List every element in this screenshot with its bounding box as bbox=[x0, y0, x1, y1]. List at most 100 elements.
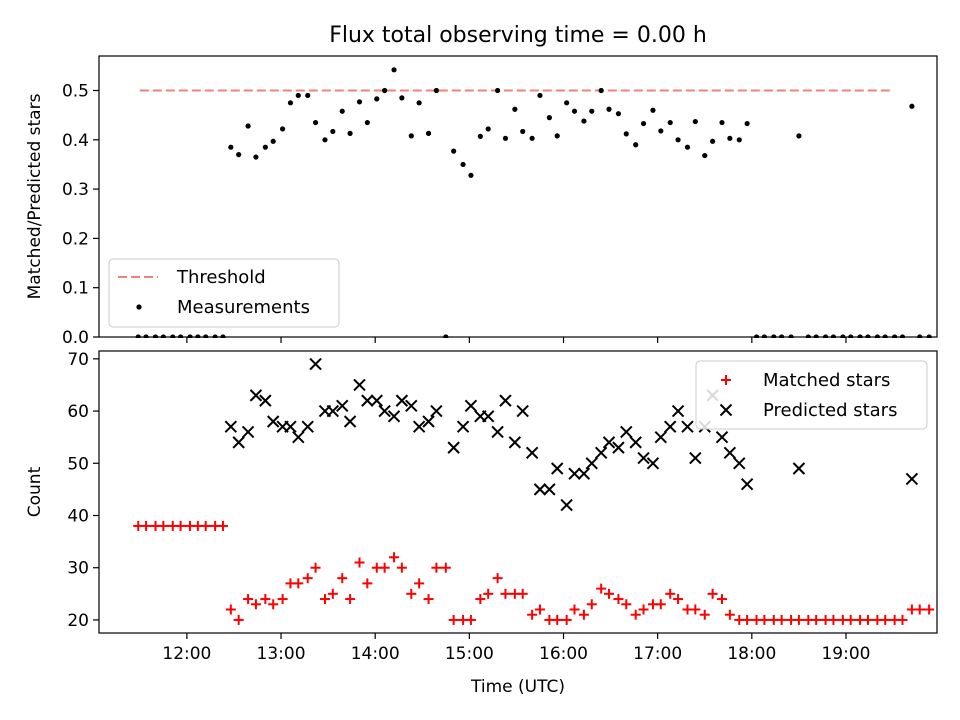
predicted-stars-point bbox=[585, 457, 598, 470]
matched-stars-point bbox=[492, 573, 503, 584]
top-y-axis-label: Matched/Predicted stars bbox=[25, 93, 45, 299]
predicted-stars-point bbox=[740, 477, 754, 491]
measurement-point bbox=[485, 126, 491, 132]
bottom-xtick-label: 16:00 bbox=[539, 644, 588, 664]
measurement-point bbox=[650, 107, 656, 113]
measurement-point bbox=[287, 100, 294, 106]
matched-stars-point bbox=[260, 594, 271, 605]
measurement-point bbox=[709, 138, 716, 144]
measurement-point bbox=[494, 87, 501, 94]
bottom-xtick-label: 19:00 bbox=[821, 644, 870, 664]
matched-stars-point bbox=[759, 614, 770, 625]
predicted-stars-point bbox=[387, 410, 401, 423]
matched-stars-point bbox=[630, 609, 641, 620]
measurement-point bbox=[658, 128, 664, 134]
predicted-stars-point bbox=[689, 451, 702, 465]
measurement-point bbox=[537, 92, 543, 99]
predicted-stars-point bbox=[353, 378, 366, 392]
matched-stars-point bbox=[319, 594, 330, 605]
matched-stars-point bbox=[586, 599, 597, 610]
matched-stars-point bbox=[638, 604, 649, 615]
matched-stars-point bbox=[500, 588, 511, 599]
predicted-stars-point bbox=[551, 462, 564, 475]
matched-stars-point bbox=[621, 599, 632, 610]
matched-stars-point bbox=[293, 578, 304, 589]
measurement-point bbox=[571, 108, 578, 114]
matched-stars-point bbox=[776, 614, 787, 625]
bottom-xtick-label: 17:00 bbox=[633, 644, 682, 664]
measurement-point bbox=[675, 137, 681, 143]
measurement-point bbox=[564, 100, 570, 106]
measurement-point bbox=[719, 119, 725, 126]
matched-stars-point bbox=[440, 562, 451, 573]
predicted-stars-point bbox=[637, 451, 650, 465]
matched-stars-point bbox=[379, 562, 390, 573]
measurement-point bbox=[554, 133, 560, 139]
measurement-point bbox=[347, 130, 353, 136]
measurement-point bbox=[228, 144, 234, 150]
matched-stars-point bbox=[673, 594, 684, 605]
measurement-point bbox=[339, 108, 345, 114]
matched-stars-point bbox=[158, 520, 169, 531]
matched-stars-point bbox=[655, 599, 666, 610]
predicted-stars-point bbox=[723, 446, 737, 460]
bottom-axes-frame bbox=[98, 350, 938, 634]
predicted-stars-point bbox=[792, 462, 806, 475]
measurement-point bbox=[581, 118, 587, 124]
predicted-stars-point bbox=[301, 420, 314, 433]
matched-stars-point bbox=[200, 520, 211, 531]
bottom-xtick-label: 14:00 bbox=[351, 644, 400, 664]
measurement-point bbox=[512, 106, 518, 112]
matched-stars-point bbox=[742, 614, 753, 625]
top-axes-frame bbox=[98, 55, 938, 338]
measurement-point bbox=[598, 87, 604, 94]
top-ytick-label: 0.3 bbox=[62, 180, 89, 200]
matched-stars-point bbox=[337, 573, 348, 584]
matched-stars-point bbox=[665, 588, 676, 599]
measurement-point bbox=[684, 144, 691, 150]
measurement-point bbox=[280, 126, 286, 132]
measurement-point bbox=[382, 87, 388, 94]
matched-stars-point bbox=[561, 614, 572, 625]
matched-stars-point bbox=[302, 573, 313, 584]
measurement-point bbox=[727, 135, 733, 141]
matched-stars-point bbox=[552, 614, 563, 625]
measurement-point bbox=[520, 128, 526, 135]
predicted-stars-point bbox=[292, 430, 305, 444]
measurement-point bbox=[468, 172, 474, 178]
matched-stars-point bbox=[233, 614, 244, 625]
bottom-ytick-label: 20 bbox=[67, 611, 89, 631]
matched-stars-point bbox=[604, 588, 615, 599]
matched-stars-point bbox=[327, 588, 338, 599]
matched-stars-point bbox=[448, 614, 459, 625]
matched-stars-point bbox=[517, 588, 528, 599]
predicted-stars-point bbox=[664, 420, 677, 433]
bottom-legend: Matched stars Predicted stars bbox=[695, 360, 928, 430]
predicted-stars-point bbox=[224, 420, 238, 433]
predicted-stars-point bbox=[405, 399, 418, 413]
measurement-point bbox=[391, 67, 397, 73]
top-ytick-label: 0.5 bbox=[62, 82, 89, 102]
measurement-point bbox=[330, 128, 336, 135]
top-panel: 0.0 0.1 0.2 0.3 0.4 0.5 Matched/Predicted star… bbox=[25, 55, 938, 348]
predicted-stars-point bbox=[249, 389, 263, 402]
matched-stars-point bbox=[845, 614, 856, 625]
measurement-point bbox=[502, 135, 509, 141]
predicted-stars-point bbox=[447, 441, 460, 454]
matched-stars-point bbox=[225, 604, 236, 615]
bottom-xtick-label: 15:00 bbox=[445, 644, 494, 664]
legend-matched-swatch bbox=[721, 375, 731, 385]
bottom-plot-area bbox=[133, 357, 935, 625]
predicted-stars-point bbox=[733, 457, 746, 470]
matched-stars-point bbox=[613, 594, 624, 605]
predicted-stars-point bbox=[422, 415, 435, 428]
matched-stars-point bbox=[354, 557, 365, 568]
predicted-stars-point bbox=[241, 425, 255, 439]
measurement-point bbox=[623, 131, 629, 137]
predicted-stars-point bbox=[481, 410, 495, 423]
predicted-stars-point bbox=[232, 436, 245, 449]
measurement-point bbox=[589, 108, 595, 114]
matched-stars-point bbox=[717, 594, 728, 605]
measurement-point bbox=[253, 154, 259, 160]
legend-box bbox=[108, 258, 340, 328]
